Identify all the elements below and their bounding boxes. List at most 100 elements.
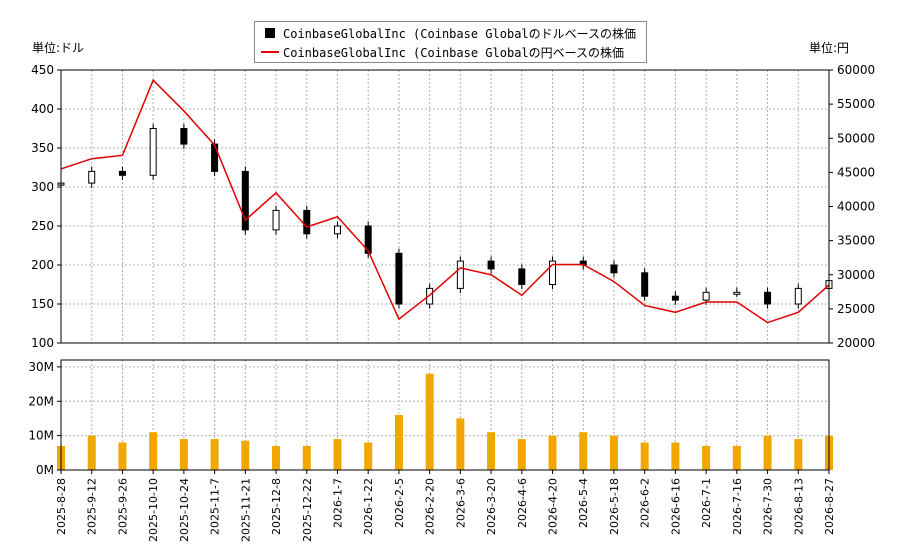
x-tick-label: 2025-9-12 [86, 478, 99, 535]
chart-legend: CoinbaseGlobalInc (Coinbase Globalのドルベース… [254, 21, 647, 63]
candle-body [764, 291, 772, 305]
candle-body [395, 252, 403, 305]
candle-body [518, 268, 526, 285]
volume-bar [702, 445, 711, 470]
candle-body [211, 143, 219, 172]
x-axis-ticks: 2025-8-28 2025-9-12 2025-9-26 2025-10-10 202… [55, 470, 836, 542]
x-tick-label: 2026-7-30 [762, 478, 775, 535]
x-tick-label: 2026-2-5 [393, 478, 406, 528]
volume-bar [425, 373, 434, 470]
volume-bar [794, 439, 803, 470]
right-tick-label: 60000 [837, 63, 875, 77]
jpy-price-line [60, 78, 830, 324]
left-tick-label: 200 [31, 258, 54, 272]
volume-tick-label: 10M [28, 429, 54, 443]
left-unit-label: 単位:ドル [32, 41, 85, 55]
right-tick-label: 20000 [837, 336, 875, 350]
candle-body [426, 287, 434, 305]
right-tick-label: 50000 [837, 131, 875, 145]
volume-bar [456, 418, 465, 470]
candle-body [180, 128, 188, 145]
volume-bar [333, 439, 342, 470]
right-tick-label: 40000 [837, 200, 875, 214]
volume-bar [763, 435, 772, 470]
x-tick-label: 2026-3-20 [485, 478, 498, 535]
candle-body [364, 225, 372, 254]
volume-bar [671, 442, 680, 470]
legend-jpy-label: CoinbaseGlobalInc (Coinbase Globalの円ベースの… [283, 45, 625, 60]
x-tick-label: 2025-11-7 [209, 478, 222, 535]
volume-bar [87, 435, 96, 470]
volume-bar [149, 432, 158, 470]
left-tick-label: 150 [31, 297, 54, 311]
candle-body [149, 128, 157, 176]
right-tick-label: 25000 [837, 302, 875, 316]
candle-body [549, 260, 557, 286]
left-tick-label: 100 [31, 336, 54, 350]
candle-body [671, 295, 679, 301]
volume-bar [609, 435, 618, 470]
x-tick-label: 2025-10-24 [178, 478, 191, 542]
candle-body [487, 260, 495, 270]
volume-bar [579, 432, 588, 470]
volume-tick-label: 20M [28, 394, 54, 408]
volume-bar [272, 445, 281, 470]
candle-body [794, 287, 802, 305]
volume-bar [732, 445, 741, 470]
volume-bar [487, 432, 496, 470]
candle-body [303, 209, 311, 235]
right-tick-label: 55000 [837, 97, 875, 111]
candle-body [733, 291, 741, 295]
x-tick-label: 2026-5-18 [608, 478, 621, 535]
volume-axis-ticks: 30M 20M 10M 0M [28, 360, 61, 477]
x-tick-label: 2026-5-4 [577, 478, 590, 528]
x-tick-label: 2025-12-22 [301, 478, 314, 542]
right-tick-label: 45000 [837, 165, 875, 179]
x-tick-label: 2025-11-21 [239, 478, 252, 542]
candle-body [118, 170, 126, 176]
volume-bar [210, 439, 219, 470]
x-tick-label: 2026-7-1 [700, 478, 713, 528]
volume-gridlines [60, 360, 830, 471]
x-tick-label: 2026-3-6 [454, 478, 467, 528]
left-tick-label: 350 [31, 141, 54, 155]
x-tick-label: 2026-2-20 [424, 478, 437, 535]
usd-swatch-icon [265, 28, 275, 38]
candle-body [88, 170, 96, 184]
candle-body [272, 209, 280, 231]
candle-body [333, 225, 341, 235]
x-tick-label: 2026-6-16 [669, 478, 682, 535]
x-tick-label: 2025-10-10 [147, 478, 160, 542]
x-tick-label: 2025-8-28 [55, 478, 68, 535]
volume-bar [118, 442, 127, 470]
volume-bar [302, 445, 311, 470]
volume-plot-frame [60, 359, 830, 471]
candle-body [456, 260, 464, 289]
jpy-swatch-icon [261, 51, 279, 53]
left-tick-label: 250 [31, 219, 54, 233]
legend-item-usd: CoinbaseGlobalInc (Coinbase Globalのドルベース… [261, 24, 636, 42]
x-tick-label: 2026-8-27 [823, 478, 836, 535]
x-tick-label: 2026-4-6 [516, 478, 529, 528]
usd-candlestick-series [57, 123, 833, 309]
candle-body [241, 170, 249, 231]
x-tick-label: 2025-9-26 [116, 478, 129, 535]
volume-bars [57, 373, 833, 470]
volume-bar [241, 440, 250, 470]
volume-bar [364, 442, 373, 470]
right-axis-ticks: 60000 55000 50000 45000 40000 35000 30000 25000… [829, 63, 875, 350]
volume-tick-label: 0M [36, 463, 54, 477]
candle-body [641, 272, 649, 297]
x-tick-label: 2026-7-16 [731, 478, 744, 535]
legend-usd-label: CoinbaseGlobalInc (Coinbase Globalのドルベース… [283, 26, 637, 41]
volume-bar [179, 439, 188, 470]
left-tick-label: 400 [31, 102, 54, 116]
left-axis-ticks: 450 400 350 300 250 200 150 100 [31, 63, 61, 350]
right-tick-label: 35000 [837, 234, 875, 248]
volume-tick-label: 30M [28, 360, 54, 374]
volume-bar [517, 439, 526, 470]
x-tick-label: 2026-4-20 [547, 478, 560, 535]
volume-bar [640, 442, 649, 470]
x-tick-label: 2026-1-22 [362, 478, 375, 535]
